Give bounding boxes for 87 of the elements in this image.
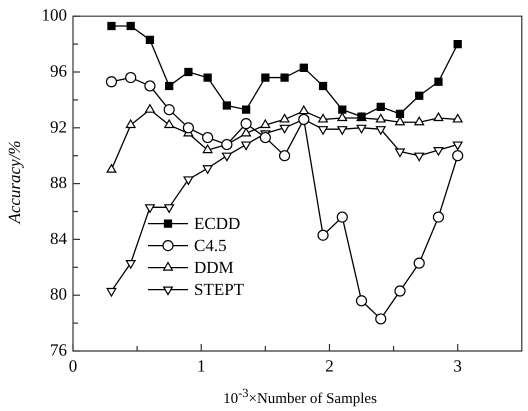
point [145, 204, 155, 213]
point [222, 101, 232, 110]
point [126, 260, 136, 269]
point [338, 106, 346, 114]
point [432, 211, 444, 223]
point [454, 40, 462, 48]
x-tick-label: 3 [453, 356, 462, 376]
y-axis-title: Accuracy/% [5, 140, 25, 224]
point [395, 148, 405, 158]
point [164, 119, 174, 128]
point [222, 152, 232, 162]
point [280, 73, 289, 82]
y-tick-label: 96 [50, 61, 67, 80]
legend-label: C4.5 [194, 236, 227, 256]
point [202, 132, 214, 144]
point [317, 230, 329, 241]
point [414, 152, 424, 162]
point [396, 110, 404, 118]
point [125, 72, 136, 84]
point [278, 150, 290, 162]
point [106, 76, 118, 88]
point [298, 114, 310, 126]
point [415, 92, 424, 100]
point [395, 116, 405, 126]
point [356, 295, 368, 306]
legend-label: ECDD [194, 214, 240, 234]
point [376, 114, 386, 123]
point [164, 204, 174, 213]
x-tick-label: 2 [325, 356, 334, 376]
point [337, 126, 348, 135]
point [260, 119, 270, 128]
y-tick-label: 88 [50, 173, 67, 192]
point [337, 112, 348, 122]
point [242, 106, 250, 114]
point [184, 68, 193, 76]
point [106, 288, 116, 297]
point [434, 78, 443, 86]
y-tick-label: 100 [42, 6, 67, 25]
point [241, 128, 252, 136]
y-tick-label: 84 [50, 228, 68, 248]
point [106, 164, 116, 173]
point [202, 165, 213, 174]
point [126, 22, 135, 30]
point [452, 150, 464, 162]
point [146, 36, 154, 44]
point [183, 176, 194, 186]
y-tick-label: 80 [50, 284, 67, 304]
y-tick-label: 92 [50, 117, 67, 136]
legend-label: STEPT [194, 280, 245, 300]
point [452, 141, 463, 150]
point [298, 105, 309, 114]
point [164, 104, 175, 116]
point [452, 114, 463, 123]
point [414, 116, 424, 126]
point [204, 73, 212, 82]
point [434, 147, 444, 156]
point [318, 82, 328, 90]
point [318, 114, 328, 123]
x-tick-label: 0 [68, 356, 78, 376]
point [126, 119, 136, 128]
point [241, 141, 252, 150]
point [202, 144, 213, 154]
point [300, 64, 308, 72]
point [165, 82, 174, 90]
point [414, 258, 425, 269]
x-axis-title: 10$^{-3}$×Number of Samples [222, 386, 378, 408]
y-tick-label: 76 [50, 340, 67, 360]
point [280, 114, 290, 123]
point [261, 73, 270, 82]
point [336, 211, 348, 223]
point [260, 132, 271, 144]
point [375, 313, 386, 325]
legend-label: DDM [194, 258, 234, 278]
point [376, 126, 386, 135]
point [434, 112, 444, 122]
point [182, 122, 194, 134]
point [376, 102, 385, 112]
point [221, 138, 232, 150]
x-tick-label: 1 [196, 356, 206, 376]
point [356, 124, 366, 134]
point [107, 22, 116, 30]
point [145, 104, 155, 113]
point [394, 285, 406, 297]
point [280, 124, 290, 134]
point [144, 80, 156, 92]
point [240, 118, 252, 130]
point [318, 126, 328, 135]
